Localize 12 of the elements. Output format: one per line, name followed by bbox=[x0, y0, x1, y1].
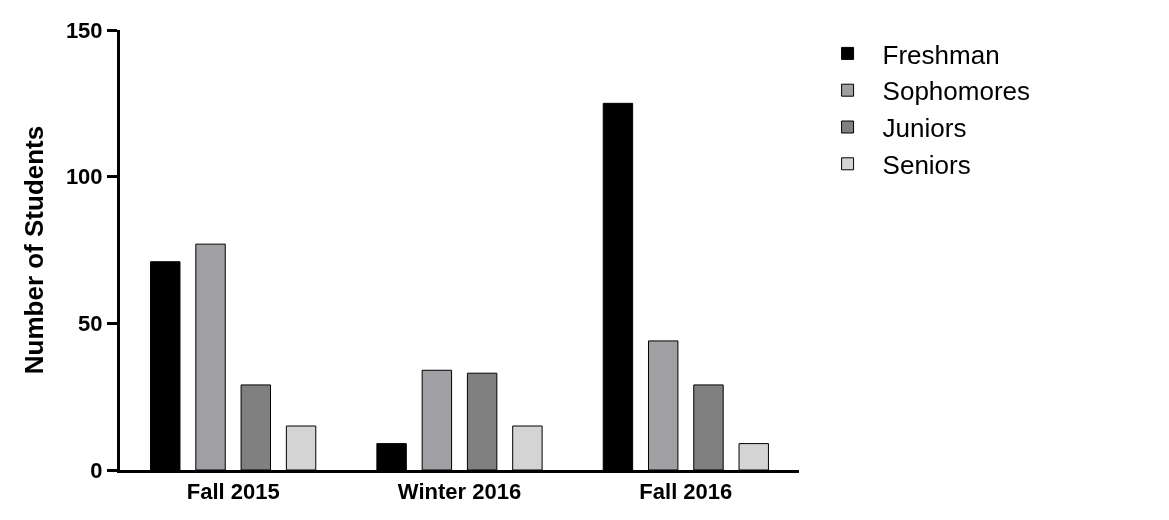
x-tick-label: Fall 2016 bbox=[639, 479, 733, 505]
legend-label: Seniors bbox=[882, 149, 971, 180]
legend-label: Freshman bbox=[882, 39, 1000, 70]
y-tick-label: 0 bbox=[90, 457, 103, 483]
legend-label: Juniors bbox=[882, 113, 967, 144]
y-tick-label: 100 bbox=[65, 164, 103, 190]
y-tick-label: 50 bbox=[78, 311, 103, 337]
x-tick-label: Fall 2015 bbox=[186, 479, 280, 505]
y-axis-title: Number of Students bbox=[19, 125, 50, 375]
legend-label: Sophomores bbox=[882, 76, 1030, 107]
x-tick-label: Winter 2016 bbox=[397, 479, 522, 505]
y-tick-label: 150 bbox=[65, 17, 103, 43]
